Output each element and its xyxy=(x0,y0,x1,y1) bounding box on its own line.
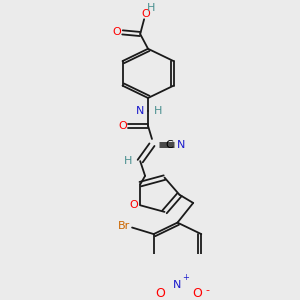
Text: +: + xyxy=(182,273,189,282)
Text: H: H xyxy=(154,106,162,116)
Text: O: O xyxy=(118,121,127,131)
Text: O: O xyxy=(129,200,138,210)
Text: N: N xyxy=(136,106,144,116)
Text: Br: Br xyxy=(118,221,130,231)
Text: H: H xyxy=(147,3,155,13)
Text: O: O xyxy=(155,286,165,300)
Text: O: O xyxy=(112,27,121,38)
Text: O: O xyxy=(192,286,202,300)
Text: N: N xyxy=(177,140,186,150)
Text: -: - xyxy=(205,285,209,295)
Text: C: C xyxy=(166,140,173,150)
Text: O: O xyxy=(142,8,150,19)
Text: H: H xyxy=(124,156,132,166)
Text: N: N xyxy=(173,280,182,290)
